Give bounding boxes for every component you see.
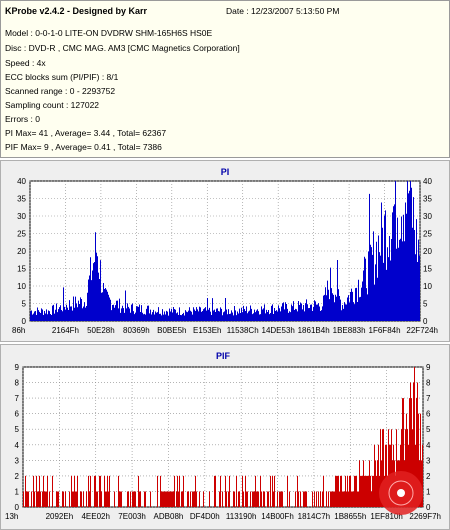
x-tick-label: 50E28h [87, 326, 115, 335]
y-tick-label-left: 5 [22, 300, 27, 309]
y-tick-label-right: 20 [423, 247, 432, 256]
x-tick-label: ADB08h [154, 512, 184, 521]
y-tick-label-right: 2 [426, 472, 431, 481]
y-tick-label-left: 5 [15, 425, 20, 434]
x-tick-label: 2092Eh [46, 512, 74, 521]
y-tick-label-left: 40 [17, 177, 26, 186]
x-tick-label: 2164Fh [52, 326, 79, 335]
info-speed: Speed : 4x [5, 58, 46, 68]
x-tick-label: 86h [12, 326, 25, 335]
y-tick-label-left: 3 [15, 456, 20, 465]
y-tick-label-right: 25 [423, 230, 432, 239]
y-tick-label-left: 20 [17, 247, 26, 256]
x-tick-label: 4EE02h [81, 512, 109, 521]
x-tick-label: B0BE5h [157, 326, 186, 335]
x-tick-label: 7E003h [118, 512, 146, 521]
x-tick-label: 14B00Fh [261, 512, 293, 521]
x-tick-label: 1814C7h [298, 512, 330, 521]
pi-chart: PI 0 0 5 5 10 10 15 15 20 20 25 25 30 30 35 35 40 40 86h 216… [12, 167, 438, 335]
x-tick-label: 11538Ch [227, 326, 259, 335]
y-tick-label-right: 30 [423, 212, 432, 221]
y-tick-label-left: 0 [22, 317, 27, 326]
chart-title: PIF [216, 351, 231, 361]
y-tick-label-right: 9 [426, 363, 431, 372]
y-tick-label-left: 2 [15, 472, 20, 481]
info-errors: Errors : 0 [5, 114, 40, 124]
y-tick-label-right: 1 [426, 487, 431, 496]
y-tick-label-left: 8 [15, 379, 20, 388]
y-tick-label-left: 25 [17, 230, 26, 239]
x-tick-label: 1BE883h [333, 326, 366, 335]
y-tick-label-right: 6 [426, 410, 431, 419]
x-tick-label: 2269F7h [409, 512, 441, 521]
pif-chart: PIF 0 0 1 1 2 2 3 3 4 4 5 5 6 6 7 7 8 8 9 9 13h 2092Eh 4EE02h 7E… [5, 351, 441, 521]
info-range: Scanned range : 0 - 2293752 [5, 86, 116, 96]
y-tick-label-left: 4 [15, 441, 20, 450]
y-tick-label-left: 7 [15, 394, 20, 403]
app-title: KProbe v2.4.2 - Designed by Karr [5, 6, 148, 16]
x-tick-label: 13h [5, 512, 18, 521]
y-tick-label-right: 3 [426, 456, 431, 465]
x-tick-label: 80369h [123, 326, 150, 335]
y-tick-label-right: 35 [423, 195, 432, 204]
y-tick-label-left: 15 [17, 265, 26, 274]
y-tick-label-right: 15 [423, 265, 432, 274]
info-model: Model : 0-0-1-0 LITE-ON DVDRW SHM-165H6S… [5, 28, 213, 38]
y-tick-label-left: 9 [15, 363, 20, 372]
y-tick-label-right: 40 [423, 177, 432, 186]
x-tick-label: 113190h [226, 512, 257, 521]
y-tick-label-right: 10 [423, 282, 432, 291]
y-tick-label-left: 6 [15, 410, 20, 419]
x-tick-label: 1B8655h [334, 512, 366, 521]
x-tick-label: 14DE53h [262, 326, 295, 335]
y-tick-label-left: 30 [17, 212, 26, 221]
info-ecc: ECC blocks sum (PI/PIF) : 8/1 [5, 72, 119, 82]
y-tick-label-right: 0 [426, 503, 431, 512]
info-disc: Disc : DVD-R , CMC MAG. AM3 [CMC Magneti… [5, 43, 240, 53]
info-pif-stats: PIF Max= 9 , Average= 0.41 , Total= 7386 [5, 142, 162, 152]
x-tick-label: 22F724h [406, 326, 438, 335]
disc-logo-ring [388, 480, 414, 506]
pi-chart-panel: PI 0 0 5 5 10 10 15 15 20 20 25 25 30 30 35 35 40 40 86h 216… [0, 160, 450, 342]
y-tick-label-right: 5 [423, 300, 428, 309]
x-tick-label: 1EF810h [370, 512, 402, 521]
pif-chart-panel: PIF 0 0 1 1 2 2 3 3 4 4 5 5 6 6 7 7 8 8 9 9 13h 2092Eh 4EE02h 7E… [0, 344, 450, 530]
y-tick-label-left: 10 [17, 282, 26, 291]
y-tick-label-left: 0 [15, 503, 20, 512]
scan-date: Date : 12/23/2007 5:13:50 PM [226, 6, 340, 16]
info-sampling: Sampling count : 127022 [5, 100, 100, 110]
disc-logo-hole [397, 489, 405, 497]
chart-title: PI [221, 167, 230, 177]
x-tick-label: 1F6F84h [369, 326, 401, 335]
info-pi-stats: PI Max= 41 , Average= 3.44 , Total= 6236… [5, 128, 167, 138]
info-panel: KProbe v2.4.2 - Designed by Karr Date : … [0, 0, 450, 158]
y-tick-label-right: 5 [426, 425, 431, 434]
y-tick-label-right: 7 [426, 394, 431, 403]
y-tick-label-right: 4 [426, 441, 431, 450]
x-tick-label: DF4D0h [190, 512, 220, 521]
y-tick-label-right: 0 [423, 317, 428, 326]
y-tick-label-right: 8 [426, 379, 431, 388]
x-tick-label: 1861B4h [298, 326, 330, 335]
y-tick-label-left: 1 [15, 487, 20, 496]
y-tick-label-left: 35 [17, 195, 26, 204]
x-tick-label: E153Eh [193, 326, 221, 335]
